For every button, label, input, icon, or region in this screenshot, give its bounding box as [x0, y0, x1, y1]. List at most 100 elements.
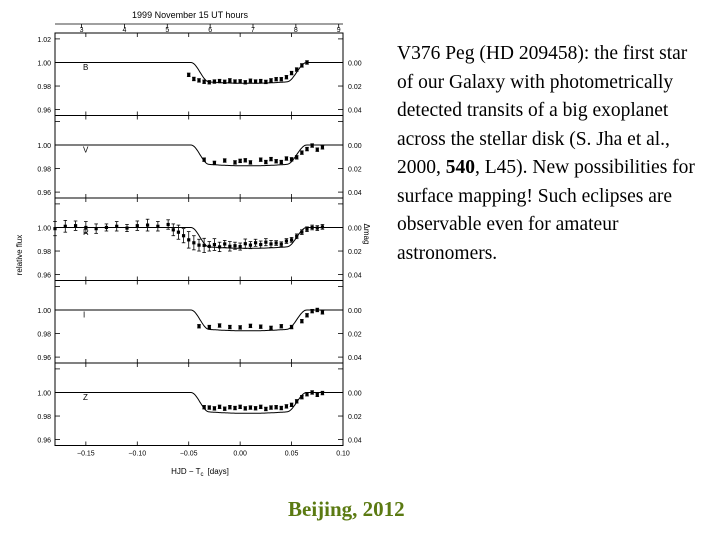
- data-point: [207, 325, 211, 329]
- right-y-tick-label: 0.02: [348, 332, 362, 339]
- data-point: [259, 325, 263, 329]
- data-point: [53, 227, 57, 231]
- right-y-tick-labels: 0.00 0.02 0.04 0.00 0.02 0.04 0.00 0.02 0.04 0.00…: [348, 60, 362, 444]
- data-point: [243, 406, 247, 410]
- y-tick-label: 0.98: [37, 167, 51, 174]
- data-point: [284, 75, 289, 79]
- data-point: [289, 71, 294, 75]
- data-point: [274, 241, 278, 245]
- y-tick-label: 1.00: [37, 143, 51, 150]
- right-y-tick-label: 0.00: [348, 390, 362, 397]
- data-point: [187, 238, 191, 242]
- top-tick-label: 5: [165, 27, 169, 34]
- data-point: [223, 80, 227, 84]
- data-point: [84, 225, 88, 230]
- x-tick-labels: −0.15 −0.10 −0.05 0.00 0.05 0.10: [77, 451, 350, 458]
- panel-b: B: [54, 32, 344, 116]
- data-point: [217, 79, 222, 83]
- chart-title: 1999 November 15 UT hours: [132, 10, 248, 20]
- data-point: [125, 226, 129, 230]
- y-tick-label: 1.00: [37, 225, 51, 232]
- data-point: [264, 160, 268, 164]
- data-point: [228, 405, 232, 409]
- data-point: [289, 325, 294, 329]
- right-y-axis-label: Δmag: [362, 224, 371, 245]
- data-point: [228, 244, 232, 248]
- data-point: [176, 230, 181, 234]
- model-curve: [55, 144, 343, 167]
- data-point: [310, 225, 314, 230]
- data-point: [269, 405, 273, 410]
- data-point: [197, 324, 201, 328]
- band-label: R: [83, 228, 89, 237]
- data-point: [181, 234, 186, 238]
- top-tick-label: 4: [122, 27, 126, 34]
- data-point: [269, 326, 273, 330]
- y-axis-label: relative flux: [15, 235, 24, 275]
- top-tick-label: 9: [337, 27, 341, 34]
- right-y-tick-label: 0.04: [348, 190, 362, 197]
- data-point: [310, 309, 314, 313]
- data-point: [264, 407, 268, 411]
- caption-part1: V376 Peg (HD 209458): the first star of …: [397, 43, 688, 178]
- data-point: [187, 73, 191, 77]
- data-point: [284, 239, 289, 243]
- y-tick-label: 1.00: [37, 308, 51, 315]
- x-tick-label: 0.10: [336, 451, 350, 458]
- model-curve: [55, 309, 343, 332]
- data-point: [269, 78, 273, 82]
- data-point: [223, 242, 227, 246]
- model-curve: [55, 392, 343, 414]
- data-point: [223, 407, 227, 411]
- data-point: [228, 325, 232, 329]
- data-point: [269, 242, 273, 246]
- data-point: [259, 79, 263, 83]
- right-y-tick-label: 0.00: [348, 225, 362, 232]
- right-y-tick-label: 0.02: [348, 84, 362, 91]
- x-axis-label-main: HJD − T: [171, 467, 201, 476]
- data-point: [217, 245, 222, 249]
- data-point: [259, 158, 263, 162]
- data-point: [192, 77, 196, 81]
- data-point: [192, 241, 196, 245]
- model-curve: [55, 227, 343, 249]
- top-tick-label: 8: [294, 27, 298, 34]
- data-point: [259, 405, 263, 409]
- data-point: [233, 79, 237, 84]
- panel-v: V: [54, 115, 344, 199]
- data-point: [212, 242, 217, 247]
- data-point: [320, 310, 325, 314]
- data-point: [315, 393, 319, 397]
- data-point: [135, 224, 139, 228]
- data-point: [289, 238, 294, 242]
- data-point: [300, 151, 304, 155]
- panel-r: R: [53, 197, 344, 281]
- data-point: [238, 325, 242, 330]
- x-tick-label: 0.00: [233, 451, 247, 458]
- data-point: [73, 224, 78, 228]
- data-point: [279, 242, 283, 246]
- y-tick-label: 0.98: [37, 332, 51, 339]
- panel-frame: [54, 115, 344, 199]
- right-y-tick-label: 0.02: [348, 414, 362, 421]
- data-point: [305, 392, 309, 396]
- data-point: [264, 240, 268, 244]
- data-point: [295, 234, 299, 238]
- right-y-tick-label: 0.00: [348, 308, 362, 315]
- data-point: [63, 224, 67, 228]
- data-point: [248, 160, 253, 165]
- data-point: [310, 390, 314, 395]
- data-point: [202, 158, 206, 162]
- data-point: [243, 80, 247, 84]
- data-point: [104, 225, 109, 230]
- right-y-tick-label: 0.00: [348, 143, 362, 150]
- data-point: [238, 405, 242, 409]
- y-tick-label: 0.96: [37, 438, 51, 445]
- data-point: [145, 223, 150, 227]
- data-point: [274, 405, 278, 409]
- data-point: [202, 405, 206, 409]
- y-tick-label: 0.96: [37, 355, 51, 362]
- data-point: [300, 319, 304, 323]
- band-label: B: [83, 63, 88, 72]
- data-point: [310, 143, 314, 148]
